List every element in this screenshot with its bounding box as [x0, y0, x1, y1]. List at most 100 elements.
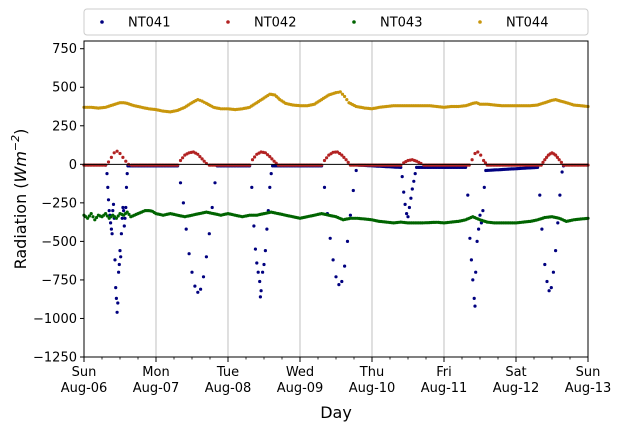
data-point [193, 284, 197, 288]
data-point [250, 185, 254, 189]
x-tick-label-date: Aug-09 [277, 381, 324, 396]
y-tick-label: 0 [69, 158, 77, 173]
data-point [127, 212, 131, 216]
data-point [473, 151, 477, 156]
data-point [178, 158, 183, 163]
data-point [93, 218, 97, 222]
legend-label: NT042 [254, 16, 296, 31]
data-point [469, 258, 473, 262]
data-point [551, 270, 556, 274]
y-tick-label: −750 [41, 273, 77, 288]
data-point [322, 185, 327, 189]
data-point [472, 296, 476, 300]
y-tick-label: −1000 [33, 312, 77, 327]
data-point [541, 160, 545, 164]
data-point [557, 158, 561, 162]
data-point [555, 155, 560, 159]
data-point [466, 193, 470, 197]
data-point [338, 90, 342, 94]
data-point [86, 216, 90, 220]
data-point [91, 215, 95, 219]
data-point [268, 185, 272, 189]
data-point [331, 258, 335, 262]
data-point [196, 152, 200, 156]
data-point [558, 193, 562, 197]
x-tick-label-day: Thu [359, 365, 384, 380]
data-point [549, 286, 553, 290]
legend-marker [100, 20, 104, 24]
data-point [354, 168, 358, 173]
y-axis-title-prefix: Radiation ( [11, 182, 30, 269]
data-point [118, 249, 122, 253]
data-point [334, 275, 338, 279]
data-point [475, 239, 479, 243]
data-point [265, 227, 269, 231]
data-point [538, 193, 542, 197]
data-point [340, 279, 344, 284]
data-point [269, 172, 273, 176]
data-point [114, 286, 118, 290]
data-point [110, 232, 114, 236]
data-point [124, 205, 128, 210]
data-point [87, 214, 91, 218]
data-point [213, 181, 217, 185]
data-point [105, 172, 109, 176]
data-point [342, 155, 346, 159]
data-point [547, 289, 551, 293]
data-point [107, 209, 111, 213]
data-point [115, 310, 119, 314]
data-point [470, 158, 474, 162]
data-point [407, 205, 411, 210]
data-point [482, 185, 486, 189]
data-point [95, 215, 99, 220]
x-tick-label-date: Aug-10 [349, 381, 396, 396]
data-point [346, 160, 350, 164]
plot-area [84, 41, 588, 357]
data-point [543, 158, 547, 162]
data-point [402, 190, 406, 194]
data-point [468, 236, 472, 240]
data-point [125, 172, 129, 176]
data-point [105, 214, 109, 218]
data-point [190, 270, 194, 274]
data-point [554, 153, 558, 157]
data-point [116, 301, 120, 305]
data-point [204, 255, 208, 259]
data-point [261, 270, 265, 274]
data-point [543, 262, 547, 267]
data-point [115, 149, 119, 153]
legend-box [83, 8, 589, 36]
data-point [476, 150, 480, 154]
data-point [119, 232, 123, 236]
data-point [250, 158, 255, 162]
data-point [112, 151, 116, 155]
data-point [340, 92, 345, 96]
x-tick-label-date: Aug-06 [61, 381, 108, 396]
data-point [116, 214, 120, 218]
data-point [403, 202, 407, 206]
legend: NT041 NT042 NT043 NT044 [83, 8, 589, 36]
x-tick-label-date: Aug-11 [421, 381, 468, 396]
data-point [473, 304, 477, 308]
data-point [202, 159, 206, 163]
y-axis-title-exponent: −2 [9, 135, 22, 151]
data-point [187, 252, 191, 256]
data-point [556, 221, 560, 225]
legend-marker [478, 20, 482, 24]
data-point [343, 94, 347, 99]
data-point [348, 213, 352, 217]
data-point [184, 227, 188, 231]
data-point [109, 227, 113, 231]
data-point [545, 155, 549, 159]
series-nt044 [82, 90, 590, 114]
y-tick-label: 750 [52, 42, 77, 57]
data-point [255, 261, 259, 265]
data-point [344, 158, 348, 162]
data-point [559, 160, 564, 164]
data-point [560, 170, 564, 174]
data-point [111, 202, 116, 206]
data-point [471, 278, 475, 282]
y-tick-label: −250 [41, 196, 77, 211]
data-point [399, 165, 403, 169]
data-point [483, 161, 487, 165]
